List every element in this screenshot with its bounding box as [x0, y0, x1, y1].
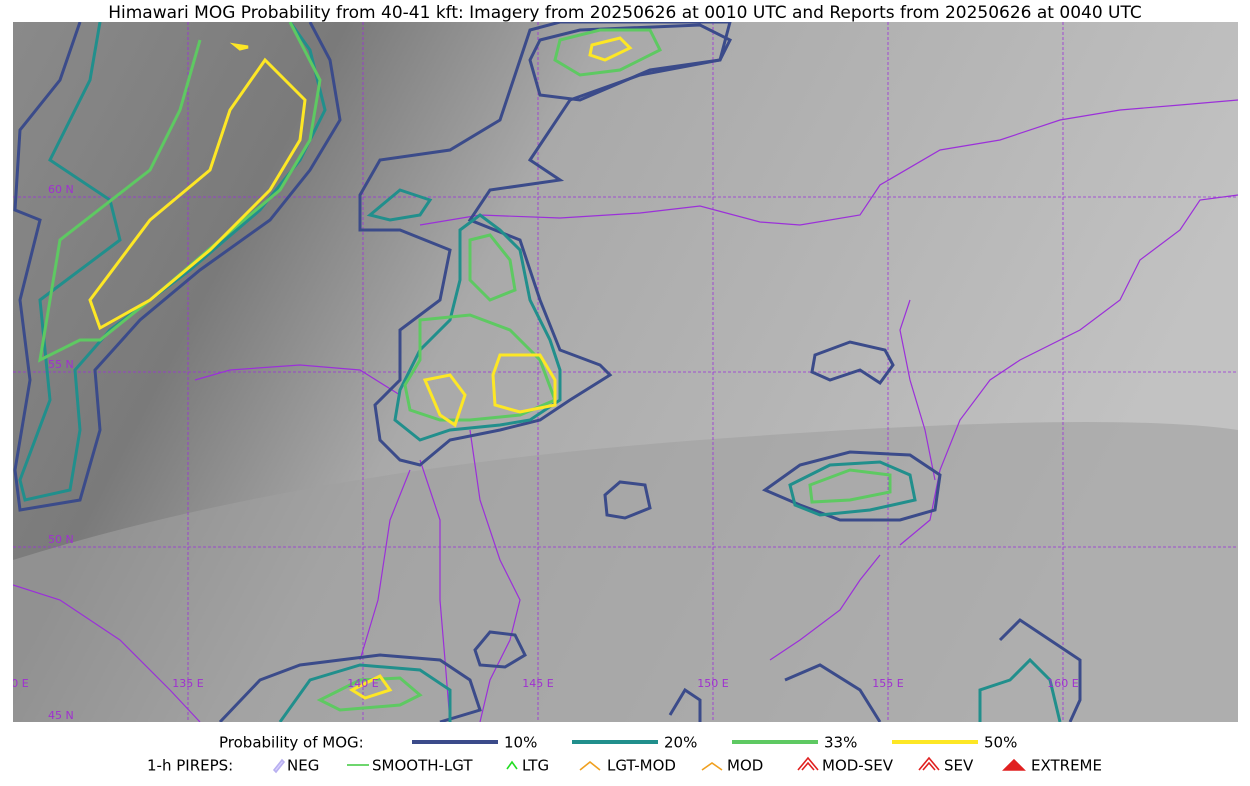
legend-title: 1-h PIREPS: — [147, 757, 233, 775]
grid-labels: 60 N 55 N 50 N 45 N 130 E 135 E 140 E 145 E 150 … — [0, 183, 1079, 722]
pirep-icon — [701, 762, 723, 771]
legend: Probability of MOG: 10% 20% 33% 50% 1-h PIREP… — [147, 734, 1102, 775]
legend-label: NEG — [287, 757, 319, 775]
pirep-icon — [506, 760, 518, 770]
legend-label: 20% — [664, 734, 697, 752]
lon-label: 150 E — [697, 677, 728, 690]
lon-label: 140 E — [347, 677, 378, 690]
pirep-icon — [272, 758, 286, 774]
legend-title: Probability of MOG: — [219, 734, 364, 752]
lon-label: 155 E — [872, 677, 903, 690]
legend-label: LTG — [522, 757, 549, 775]
map: 60 N 55 N 50 N 45 N 130 E 135 E 140 E 145 E 150 … — [0, 22, 1238, 722]
lat-label: 50 N — [48, 533, 74, 546]
legend-label: 33% — [824, 734, 857, 752]
pirep-icon — [918, 756, 940, 771]
legend-label: 10% — [504, 734, 537, 752]
lon-label: 160 E — [1047, 677, 1078, 690]
lon-label: 135 E — [172, 677, 203, 690]
pirep-icon — [797, 756, 819, 771]
lat-label: 45 N — [48, 709, 74, 722]
legend-label: LGT-MOD — [607, 757, 676, 775]
legend-label: SMOOTH-LGT — [372, 757, 473, 775]
legend-label: MOD-SEV — [822, 757, 894, 775]
legend-label: 50% — [984, 734, 1017, 752]
legend-label: SEV — [944, 757, 974, 775]
pirep-icon — [579, 760, 601, 771]
legend-label: MOD — [727, 757, 763, 775]
lon-label: 130 E — [0, 677, 29, 690]
lat-label: 55 N — [48, 358, 74, 371]
legend-label: EXTREME — [1031, 757, 1102, 775]
grid-lines — [13, 22, 1238, 722]
pirep-icon — [1002, 758, 1026, 771]
title: Himawari MOG Probability from 40-41 kft:… — [108, 3, 1142, 23]
lon-label: 145 E — [522, 677, 553, 690]
cloud-band — [13, 422, 1238, 722]
lat-label: 60 N — [48, 183, 74, 196]
contours — [13, 22, 1082, 722]
